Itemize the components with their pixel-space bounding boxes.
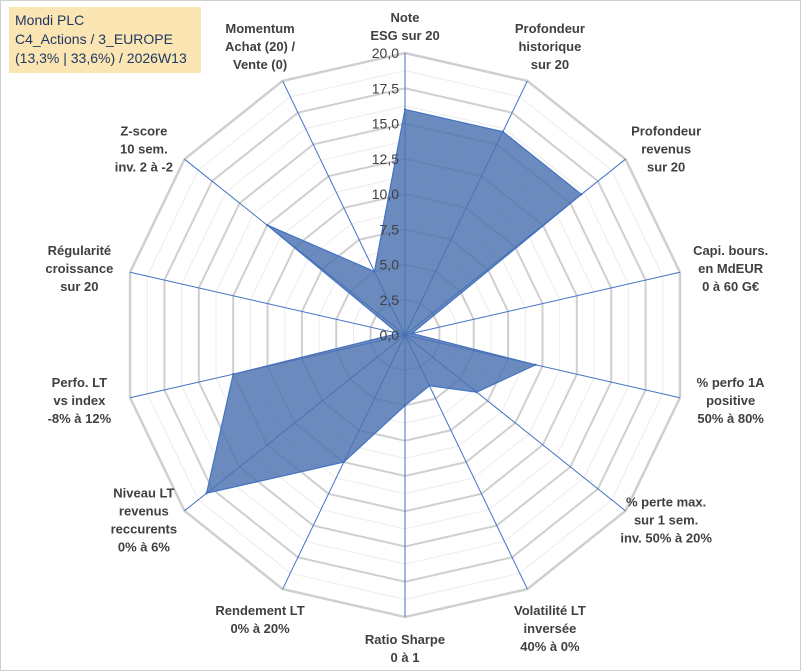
- axis-label-perfo-lt-vs-index: Perfo. LT vs index -8% à 12%: [48, 375, 112, 426]
- tick-layer: 0,0 2,5 5,0 7,5 10,0 12,5 15,0 17,5 20,0: [372, 45, 399, 343]
- data-point-momentum: [373, 270, 376, 273]
- company-name: Mondi PLC: [15, 12, 85, 28]
- tick-label: 0,0: [380, 327, 400, 343]
- data-point-z-score: [266, 223, 269, 227]
- axis-label-capi-bours: Capi. bours. en MdEUR 0 à 60 G€: [693, 243, 768, 294]
- spoke-regularite-croissance: [129, 271, 406, 336]
- data-point-profondeur-revenus: [580, 193, 583, 196]
- axis-label-profondeur-revenus: Profondeur revenus sur 20: [631, 124, 701, 175]
- series-layer: [205, 108, 583, 495]
- data-point-note-esg: [403, 108, 407, 111]
- axis-label-volatilite: Volatilité LT inversée 40% à 0%: [514, 603, 586, 654]
- data-point-perte-max: [475, 390, 478, 394]
- data-point-capi-bours: [410, 332, 414, 335]
- tick-label: 20,0: [372, 45, 399, 61]
- tick-label: 10,0: [372, 186, 399, 202]
- data-point-perfo-lt-vs-index: [231, 373, 235, 376]
- axis-label-rendement-lt: Rendement LT 0% à 20%: [215, 603, 304, 636]
- axis-label-profondeur-historique: Profondeur historique sur 20: [515, 21, 585, 72]
- stats-label: (13,3% | 33,6%) / 2026W13: [15, 50, 187, 66]
- title-box: Mondi PLC C4_Actions / 3_EUROPE (13,3% |…: [9, 7, 201, 73]
- data-point-regularite-croissance: [396, 332, 400, 335]
- axis-label-niveau-lt-revenus: Niveau LT revenus reccurents 0% à 6%: [111, 485, 177, 554]
- category-label: C4_Actions / 3_EUROPE: [15, 31, 173, 47]
- axis-label-momentum: Momentum Achat (20) / Vente (0): [225, 21, 295, 72]
- data-point-profondeur-historique: [501, 130, 505, 133]
- tick-label: 15,0: [372, 116, 399, 132]
- axis-label-regularite-croissance: Régularité croissance sur 20: [45, 243, 113, 294]
- tick-label: 5,0: [380, 257, 400, 273]
- axis-label-z-score: Z-score 10 sem. inv. 2 à -2: [115, 124, 173, 175]
- tick-label: 12,5: [372, 151, 399, 167]
- spoke-capi-bours: [404, 271, 681, 336]
- label-layer: Note ESG sur 20 Profondeur historique sur 20…: [45, 10, 768, 665]
- axis-label-perte-max: % perte max. sur 1 sem. inv. 50% à 20%: [620, 494, 712, 545]
- axis-label-perfo-1a: % perfo 1A positive 50% à 80%: [697, 375, 766, 426]
- tick-label: 17,5: [372, 80, 399, 96]
- data-point-ratio-sharpe: [403, 404, 407, 407]
- data-point-niveau-lt-revenus: [205, 492, 208, 495]
- tick-label: 7,5: [380, 221, 400, 237]
- axis-label-ratio-sharpe: Ratio Sharpe 0 à 1: [365, 632, 445, 665]
- data-point-volatilite: [428, 384, 431, 388]
- tick-label: 2,5: [380, 292, 400, 308]
- axis-label-note-esg: Note ESG sur 20: [370, 10, 439, 43]
- data-point-perfo-1a: [534, 363, 537, 367]
- data-point-rendement-lt: [342, 460, 346, 464]
